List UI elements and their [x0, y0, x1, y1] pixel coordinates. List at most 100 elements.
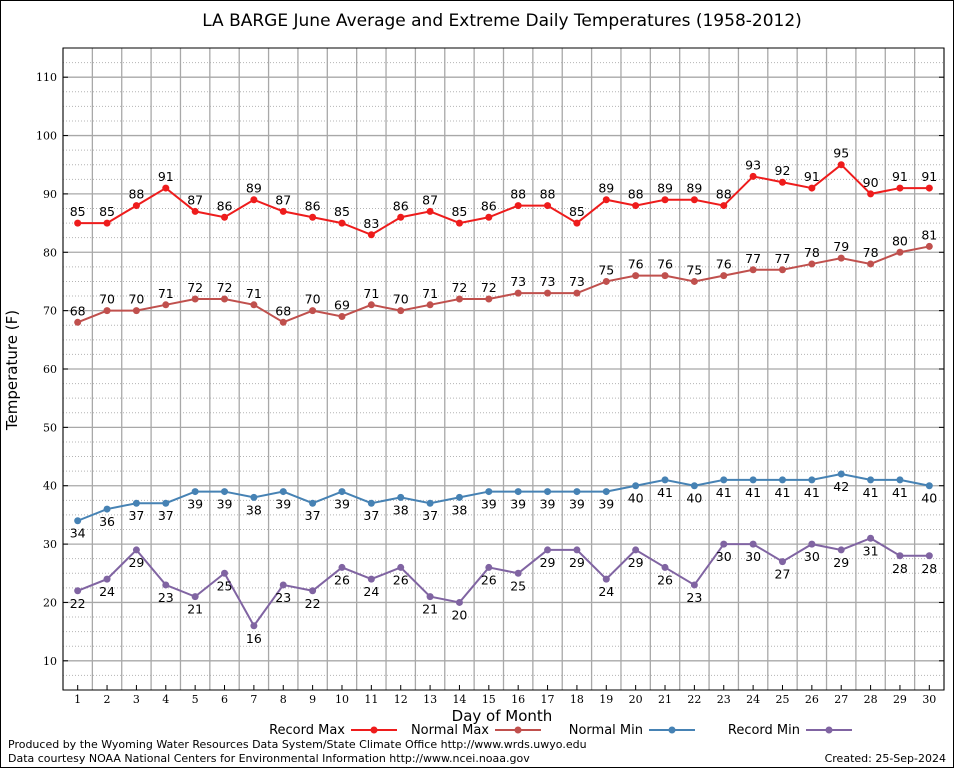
data-label: 37 — [158, 508, 174, 523]
data-label: 29 — [128, 555, 144, 570]
data-point — [426, 301, 434, 309]
data-point — [74, 219, 82, 227]
data-label: 29 — [569, 555, 585, 570]
data-label: 41 — [804, 485, 820, 500]
data-label: 37 — [422, 508, 438, 523]
data-point — [279, 318, 287, 326]
x-tick-label: 14 — [452, 693, 466, 706]
data-label: 86 — [393, 198, 409, 213]
data-label: 41 — [892, 485, 908, 500]
data-label: 38 — [451, 502, 467, 517]
y-tick-label: 30 — [43, 538, 57, 551]
data-label: 28 — [921, 561, 937, 576]
data-label: 25 — [217, 578, 233, 593]
data-label: 77 — [775, 251, 791, 266]
data-label: 24 — [99, 584, 115, 599]
data-label: 39 — [510, 497, 526, 512]
data-label: 16 — [246, 631, 262, 646]
data-point — [132, 202, 140, 210]
data-point — [925, 184, 933, 192]
data-label: 75 — [598, 262, 614, 277]
data-label: 90 — [863, 175, 879, 190]
series-line — [77, 537, 930, 628]
data-label: 41 — [716, 485, 732, 500]
data-point — [749, 172, 757, 180]
data-point — [74, 517, 82, 525]
data-label: 37 — [305, 508, 321, 523]
data-point — [455, 598, 463, 606]
data-point — [837, 254, 845, 262]
data-point — [925, 242, 933, 250]
data-point — [397, 307, 405, 315]
data-label: 86 — [305, 198, 321, 213]
data-point — [749, 476, 757, 484]
data-label: 29 — [833, 555, 849, 570]
data-point — [573, 219, 581, 227]
series-normal-min: 34 36 37 37 39 39 38 39 37 39 37 38 37 38 39 39 39 39 39 40… — [70, 470, 937, 541]
data-point — [221, 295, 229, 303]
data-point — [749, 266, 757, 274]
data-point — [544, 546, 552, 554]
data-point — [690, 196, 698, 204]
data-label: 40 — [628, 491, 644, 506]
data-point — [74, 318, 82, 326]
data-label: 30 — [745, 549, 761, 564]
data-point — [808, 184, 816, 192]
y-axis-ticks: 10 20 30 40 50 60 70 80 90 100 110 — [36, 71, 944, 668]
data-point — [602, 277, 610, 285]
data-label: 85 — [99, 204, 115, 219]
data-point — [279, 581, 287, 589]
y-tick-label: 10 — [43, 655, 57, 668]
data-point — [896, 184, 904, 192]
data-label: 76 — [628, 257, 644, 272]
data-label: 71 — [363, 286, 379, 301]
data-point — [250, 301, 258, 309]
data-label: 20 — [451, 607, 467, 622]
data-point — [808, 476, 816, 484]
data-point — [896, 552, 904, 560]
data-label: 78 — [863, 245, 879, 260]
data-label: 41 — [657, 485, 673, 500]
legend-label: Normal Min — [569, 723, 643, 738]
data-label: 91 — [804, 169, 820, 184]
data-label: 89 — [598, 181, 614, 196]
data-point — [544, 289, 552, 297]
data-point — [690, 482, 698, 490]
data-label: 85 — [334, 204, 350, 219]
data-label: 41 — [775, 485, 791, 500]
data-label: 42 — [833, 479, 849, 494]
y-tick-label: 100 — [36, 130, 57, 143]
data-label: 70 — [128, 292, 144, 307]
data-label: 37 — [363, 508, 379, 523]
data-point — [573, 488, 581, 496]
x-tick-label: 28 — [864, 693, 878, 706]
data-label: 88 — [716, 187, 732, 202]
data-point — [602, 196, 610, 204]
data-label: 28 — [892, 561, 908, 576]
data-label: 91 — [892, 169, 908, 184]
x-tick-label: 5 — [192, 693, 199, 706]
data-label: 26 — [393, 572, 409, 587]
data-label: 39 — [569, 497, 585, 512]
data-label: 21 — [187, 602, 203, 617]
data-label: 92 — [775, 163, 791, 178]
y-tick-label: 70 — [43, 305, 57, 318]
data-label: 78 — [804, 245, 820, 260]
data-point — [749, 540, 757, 548]
data-label: 70 — [305, 292, 321, 307]
data-point — [661, 272, 669, 280]
data-point — [514, 488, 522, 496]
data-label: 76 — [716, 257, 732, 272]
data-label: 39 — [217, 497, 233, 512]
data-point — [397, 213, 405, 221]
data-label: 85 — [70, 204, 86, 219]
x-axis-ticks: 1 2 3 4 5 6 7 8 9 10 11 12 13 14 15 16 17 18 19 20 21 22 23 24 2… — [74, 685, 936, 706]
data-label: 29 — [540, 555, 556, 570]
data-point — [661, 476, 669, 484]
data-point — [720, 202, 728, 210]
data-point — [632, 272, 640, 280]
x-tick-label: 6 — [221, 693, 228, 706]
data-label: 68 — [70, 303, 86, 318]
data-label: 26 — [657, 572, 673, 587]
series-line — [77, 163, 930, 236]
